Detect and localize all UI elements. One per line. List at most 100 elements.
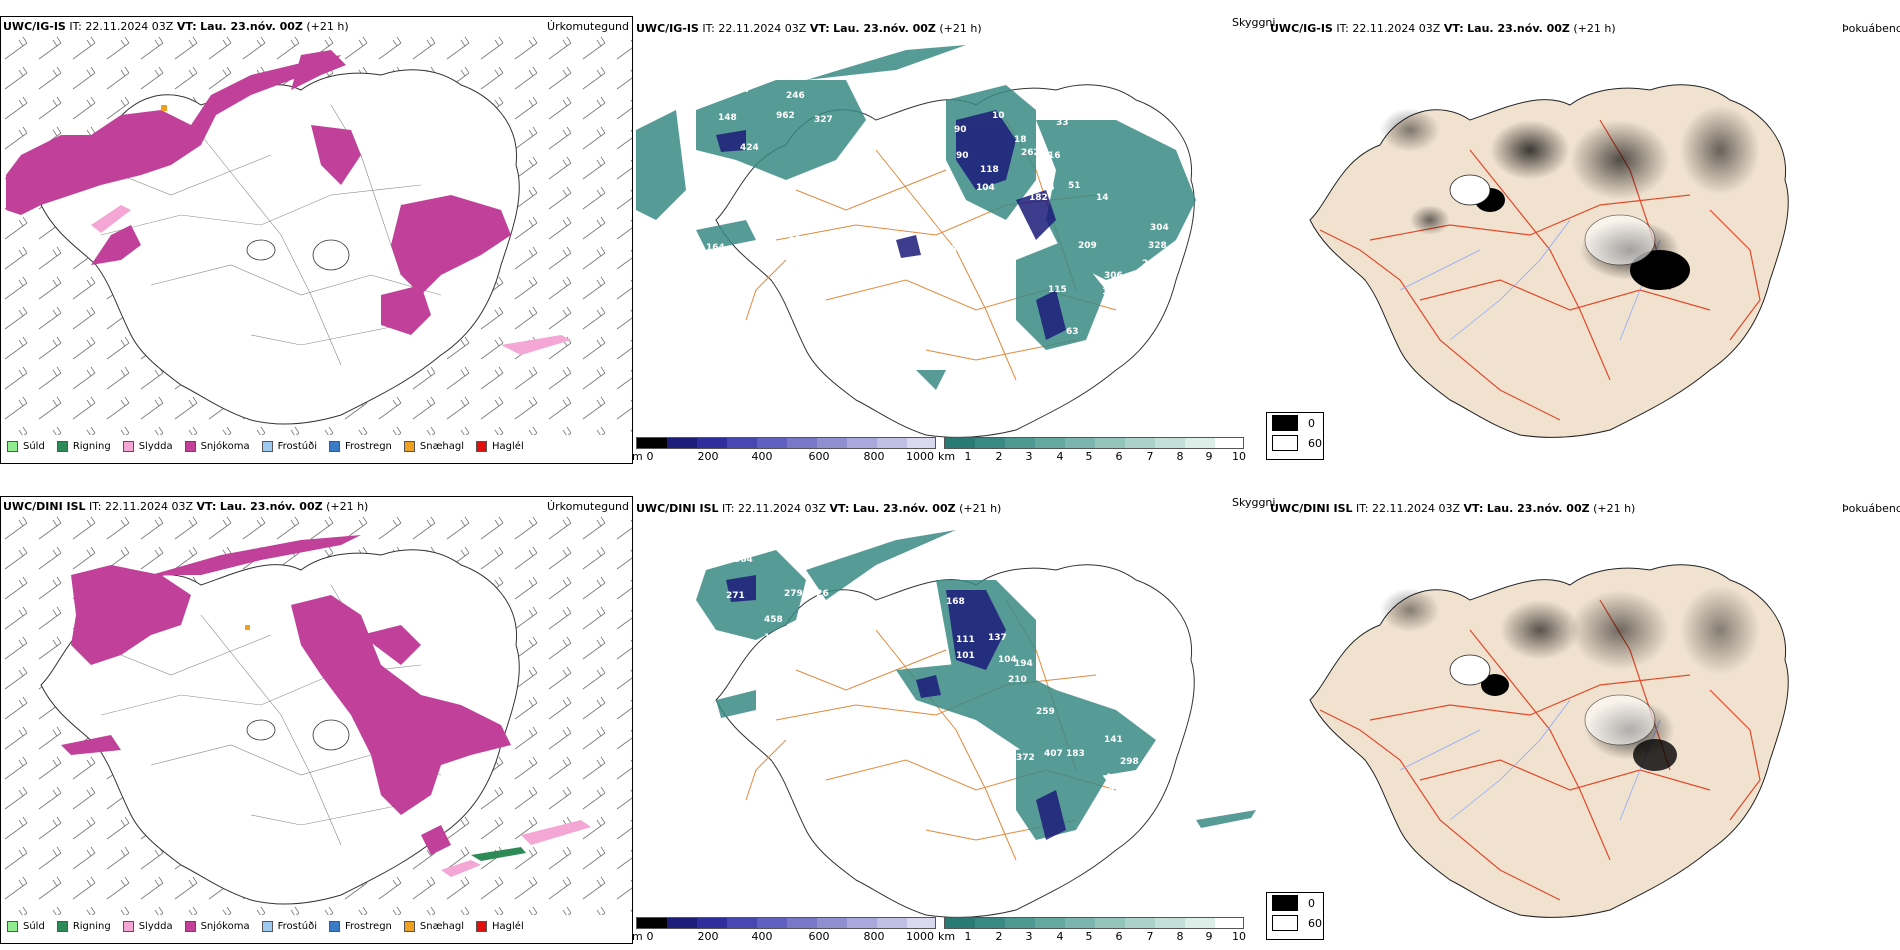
precip-legend-2: Súld Rigning Slydda Snjókoma Frostúði Fr… xyxy=(7,921,536,932)
ceiling-value-label: 101 xyxy=(956,651,975,661)
ceiling-value-label: 577 xyxy=(732,85,751,95)
legend-item: Frostregn xyxy=(329,921,392,932)
ceiling-value-label: 122 xyxy=(1102,287,1121,297)
ceiling-value-label: 279 xyxy=(784,589,803,599)
legend-swatch xyxy=(184,441,196,452)
ceiling-value-label: 16 xyxy=(1042,183,1055,193)
ceiling-value-label: 207 xyxy=(1142,259,1161,269)
legend-item: Haglél xyxy=(476,441,524,452)
ceiling-value-label: 104 xyxy=(976,183,995,193)
ceiling-value-label: 33 xyxy=(1056,118,1069,128)
ceiling-value-label: 14 xyxy=(1096,193,1109,203)
ceiling-value-label: 168 xyxy=(946,597,965,607)
legend-item: Snjókoma xyxy=(184,441,250,452)
ceiling-value-label: 327 xyxy=(814,115,833,125)
ceiling-value-label: 51 xyxy=(1068,181,1081,191)
ceiling-value-label: 211 xyxy=(1146,279,1165,289)
ceiling-value-label: 118 xyxy=(938,245,957,255)
ceiling-value-label: 90 xyxy=(936,749,949,759)
legend-item: Súld xyxy=(7,441,45,452)
ceiling-value-label: 632 xyxy=(1126,629,1145,639)
row-2: UWC/DINI ISL IT: 22.11.2024 03Z VT: Lau.… xyxy=(0,480,1900,950)
fog-legend-item: 0 xyxy=(1267,413,1323,433)
ceiling-value-label: 152 xyxy=(1106,773,1125,783)
precip-panel-1: UWC/IG-IS IT: 22.11.2024 03Z VT: Lau. 23… xyxy=(0,16,633,464)
cloud-header-1: UWC/IG-IS IT: 22.11.2024 03Z VT: Lau. 23… xyxy=(636,22,982,35)
legend-swatch xyxy=(184,921,196,932)
legend-swatch xyxy=(476,921,488,932)
ceiling-value-label: 306 xyxy=(1104,271,1123,281)
fog-title-1: Þokuábendi xyxy=(1842,22,1900,35)
ceiling-value-label: 111 xyxy=(956,635,975,645)
legend-swatch xyxy=(476,441,488,452)
ceiling-value-label: 137 xyxy=(988,633,1007,643)
fog-legend-swatch xyxy=(1272,415,1298,431)
legend-item: Frostregn xyxy=(329,441,392,452)
ceiling-value-label: 326 xyxy=(810,589,829,599)
ceiling-colorbar-gradient xyxy=(636,437,936,449)
fog-map-2 xyxy=(1309,564,1789,918)
ceiling-value-label: 147 xyxy=(708,737,727,747)
legend-swatch xyxy=(122,921,134,932)
precip-map-1 xyxy=(1,35,632,435)
ceiling-value-label: 287 xyxy=(1136,719,1155,729)
fog-legend-swatch xyxy=(1272,895,1298,911)
precip-panel-2: UWC/DINI ISL IT: 22.11.2024 03Z VT: Lau.… xyxy=(0,496,633,944)
ceiling-colorbar-ticks: m 0 200 400 600 800 1000 xyxy=(632,450,934,463)
legend-swatch xyxy=(56,441,68,452)
precip-map-2 xyxy=(1,515,632,915)
fog-legend-item: 60 xyxy=(1267,913,1323,933)
ceiling-value-label: 148 xyxy=(718,113,737,123)
legend-item: Snæhagl xyxy=(403,441,464,452)
legend-item: Frostúði xyxy=(261,921,317,932)
legend-item: Slydda xyxy=(122,921,173,932)
ceiling-value-label: 90 xyxy=(956,151,969,161)
legend-item: Frostúði xyxy=(261,441,317,452)
fog-legend-item: 60 xyxy=(1267,433,1323,453)
ceiling-value-label: 262 xyxy=(1021,148,1040,158)
ceiling-value-label: 259 xyxy=(1036,707,1055,717)
visibility-colorbar-gradient xyxy=(944,917,1244,929)
ceiling-value-label: 45 xyxy=(826,231,839,241)
ceiling-value-label: 209 xyxy=(1078,241,1097,251)
ceiling-value-label: 364 xyxy=(734,555,753,565)
visibility-colorbar-ticks: km 1 2 3 4 5 6 7 8 9 10 xyxy=(938,930,1246,943)
legend-item: Snæhagl xyxy=(403,921,464,932)
fog-legend-2: 0 60 xyxy=(1266,892,1324,940)
ceiling-value-label: 115 xyxy=(1048,285,1067,295)
fog-legend-swatch xyxy=(1272,915,1298,931)
ceiling-value-label: 372 xyxy=(1016,753,1035,763)
ceiling-value-label: 304 xyxy=(1150,223,1169,233)
ceiling-value-label: 182 xyxy=(1029,193,1048,203)
ceiling-value-label: 271 xyxy=(726,591,745,601)
ceiling-value-label: 424 xyxy=(740,143,759,153)
fog-header-2: UWC/DINI ISL IT: 22.11.2024 03Z VT: Lau.… xyxy=(1270,502,1636,515)
ceiling-value-label: 407 xyxy=(1044,749,1063,759)
row-1: UWC/IG-IS IT: 22.11.2024 03Z VT: Lau. 23… xyxy=(0,0,1900,470)
fog-header-1: UWC/IG-IS IT: 22.11.2024 03Z VT: Lau. 23… xyxy=(1270,22,1616,35)
ceiling-value-label: 183 xyxy=(1066,749,1085,759)
legend-swatch xyxy=(329,441,340,452)
legend-item: Slydda xyxy=(122,441,173,452)
precip-title-2: Úrkomutegund xyxy=(547,500,629,513)
legend-item: Rigning xyxy=(56,441,111,452)
ceiling-value-label: 194 xyxy=(1014,659,1033,669)
ceiling-colorbar-2: m 0 200 400 600 800 1000 xyxy=(632,917,936,945)
ceiling-value-label: 119 xyxy=(1048,593,1067,603)
ceiling-value-label: 104 xyxy=(998,655,1017,665)
legend-item: Haglél xyxy=(476,921,524,932)
ceiling-value-label: 121 xyxy=(1102,787,1121,797)
ceiling-value-label: 298 xyxy=(1120,757,1139,767)
ceiling-value-label: 109 xyxy=(764,633,783,643)
ceiling-value-label: 46 xyxy=(788,235,801,245)
ceiling-value-label: 16 xyxy=(1048,151,1061,161)
ceiling-value-label: 118 xyxy=(980,165,999,175)
ceiling-value-label: 63 xyxy=(1066,327,1079,337)
ceiling-value-label: 246 xyxy=(786,91,805,101)
ceiling-value-label: 962 xyxy=(776,111,795,121)
visibility-colorbar-ticks: km 1 2 3 4 5 6 7 8 9 10 xyxy=(938,450,1246,463)
ceiling-value-label: 164 xyxy=(706,243,725,253)
ceiling-value-label: 72 xyxy=(1086,829,1099,839)
